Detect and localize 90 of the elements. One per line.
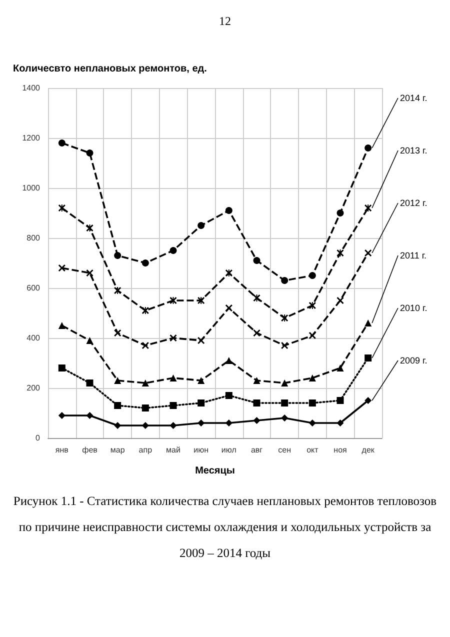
point <box>336 420 344 426</box>
point <box>336 210 344 216</box>
point <box>253 257 260 264</box>
x-tick-label: май <box>166 446 180 454</box>
point <box>198 400 205 406</box>
x-tick-label: мар <box>110 446 126 454</box>
point <box>281 342 288 349</box>
point <box>253 377 260 384</box>
point <box>114 422 122 429</box>
y-tick-label: 1000 <box>22 184 41 192</box>
point <box>225 357 232 364</box>
point <box>114 377 122 384</box>
point <box>336 297 344 304</box>
point <box>114 330 122 336</box>
point <box>225 207 232 214</box>
point <box>86 150 94 156</box>
point <box>225 420 232 426</box>
x-tick-label: авг <box>250 446 263 454</box>
y-tick-label: 800 <box>26 234 41 242</box>
point <box>198 337 205 344</box>
point <box>198 377 205 384</box>
point <box>308 272 316 279</box>
point <box>142 260 149 266</box>
point <box>86 380 94 386</box>
y-tick-label: 400 <box>26 334 41 342</box>
point <box>253 400 260 406</box>
point <box>225 392 232 399</box>
point <box>170 422 177 429</box>
point <box>58 322 66 329</box>
point <box>142 342 149 349</box>
point <box>170 334 177 342</box>
point <box>253 417 260 424</box>
point <box>142 422 149 429</box>
x-tick-label: фев <box>82 446 98 454</box>
point <box>170 374 177 382</box>
y-tick-label: 200 <box>26 384 41 392</box>
point <box>253 330 260 336</box>
point <box>308 332 316 339</box>
x-tick-label: апр <box>138 446 153 454</box>
point <box>86 337 94 344</box>
y-axis-title: Количесвто неплановых ремонтов, ед. <box>13 64 208 74</box>
point <box>281 277 288 284</box>
y-tick-label: 1400 <box>22 84 41 92</box>
x-axis-title: Месяцы <box>195 466 235 476</box>
point <box>281 414 288 422</box>
point <box>58 140 66 146</box>
y-tick-label: 1200 <box>22 134 41 142</box>
point <box>308 400 316 406</box>
y-tick-label: 0 <box>36 434 41 442</box>
point <box>281 400 288 406</box>
point <box>364 354 372 362</box>
text: 2014 г. <box>400 93 428 103</box>
point <box>58 364 66 372</box>
point <box>225 304 232 312</box>
point <box>336 364 344 372</box>
point <box>308 374 316 382</box>
text: 2011 г. <box>400 250 427 260</box>
point <box>170 247 177 254</box>
point <box>86 412 94 419</box>
x-tick-label: сен <box>278 446 292 454</box>
point <box>58 412 66 419</box>
y-tick-label: 600 <box>26 284 41 292</box>
point <box>281 380 288 386</box>
point <box>86 270 94 276</box>
point <box>142 404 149 412</box>
text: Рисунок 1.1 - Статистика количества случаев неплановых ремонтов тепловозов по причине неисправности системы охлаждения и холодильных устройств за 2009 – 2014 годы <box>12 493 438 562</box>
x-tick-label: ноя <box>334 446 347 454</box>
text: 2009 г. <box>400 356 428 366</box>
point <box>58 264 66 272</box>
x-tick-label: окт <box>306 446 319 454</box>
text: 2010 г. <box>400 303 428 313</box>
point <box>198 222 205 229</box>
point <box>308 420 316 426</box>
point <box>364 320 372 326</box>
text: 12 <box>218 14 232 29</box>
point <box>114 252 122 259</box>
point <box>336 397 344 404</box>
point <box>198 420 205 426</box>
point <box>142 380 149 386</box>
x-tick-label: янв <box>55 446 68 454</box>
text: 2013 г. <box>400 146 428 156</box>
point <box>364 397 372 404</box>
x-tick-label: дек <box>362 446 375 454</box>
point <box>364 250 372 256</box>
x-tick-label: июл <box>221 446 237 454</box>
x-tick-label: июн <box>194 446 209 454</box>
point <box>170 402 177 409</box>
text: 2012 г. <box>400 198 428 208</box>
point <box>364 144 372 152</box>
point <box>114 402 122 409</box>
